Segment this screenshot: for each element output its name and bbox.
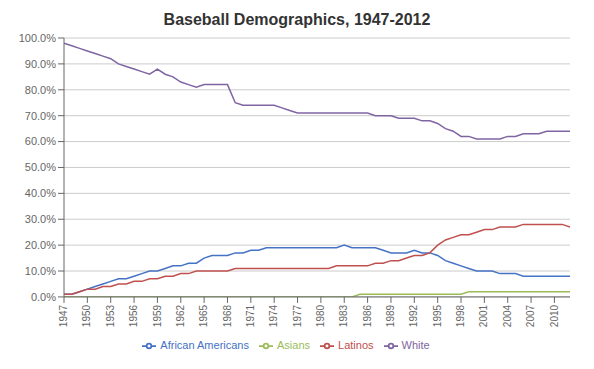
html-text:Asians: Asians (277, 338, 310, 351)
svg-text:0.0%: 0.0% (31, 291, 56, 303)
svg-text:1983: 1983 (338, 304, 349, 327)
svg-text:1980: 1980 (315, 304, 326, 327)
svg-text:1992: 1992 (408, 304, 419, 327)
svg-text:30.0%: 30.0% (25, 213, 56, 225)
svg-text:60.0%: 60.0% (25, 135, 56, 147)
svg-text:20.0%: 20.0% (25, 239, 56, 251)
svg-text:1947: 1947 (58, 304, 69, 327)
html-text:Latinos: Latinos (338, 338, 374, 351)
svg-text:1974: 1974 (268, 304, 279, 327)
svg-text:1995: 1995 (432, 304, 443, 327)
svg-text:1968: 1968 (222, 304, 233, 327)
svg-text:1953: 1953 (105, 304, 116, 327)
svg-text:50.0%: 50.0% (25, 161, 56, 173)
svg-text:1950: 1950 (81, 304, 92, 327)
svg-text:40.0%: 40.0% (25, 187, 56, 199)
svg-text:1956: 1956 (128, 304, 139, 327)
svg-text:70.0%: 70.0% (25, 110, 56, 122)
svg-text:1959: 1959 (152, 304, 163, 327)
html-text:African Americans: African Americans (160, 338, 249, 351)
svg-text:90.0%: 90.0% (25, 58, 56, 70)
svg-text:80.0%: 80.0% (25, 84, 56, 96)
html-text:White: White (401, 338, 430, 351)
svg-text:1971: 1971 (245, 304, 256, 327)
html-text:Baseball Demographics, 1947-20: Baseball Demographics, 1947-2012 (163, 11, 431, 28)
svg-text:2001: 2001 (478, 304, 489, 327)
svg-text:10.0%: 10.0% (25, 265, 56, 277)
svg-text:1962: 1962 (175, 304, 186, 327)
svg-text:1977: 1977 (292, 304, 303, 327)
svg-text:2004: 2004 (502, 304, 513, 327)
svg-text:2010: 2010 (549, 304, 560, 327)
svg-text:1998: 1998 (455, 304, 466, 327)
svg-text:100.0%: 100.0% (19, 32, 57, 44)
svg-text:1986: 1986 (362, 304, 373, 327)
svg-text:2007: 2007 (525, 304, 536, 327)
svg-text:1965: 1965 (198, 304, 209, 327)
svg-text:1989: 1989 (385, 304, 396, 327)
